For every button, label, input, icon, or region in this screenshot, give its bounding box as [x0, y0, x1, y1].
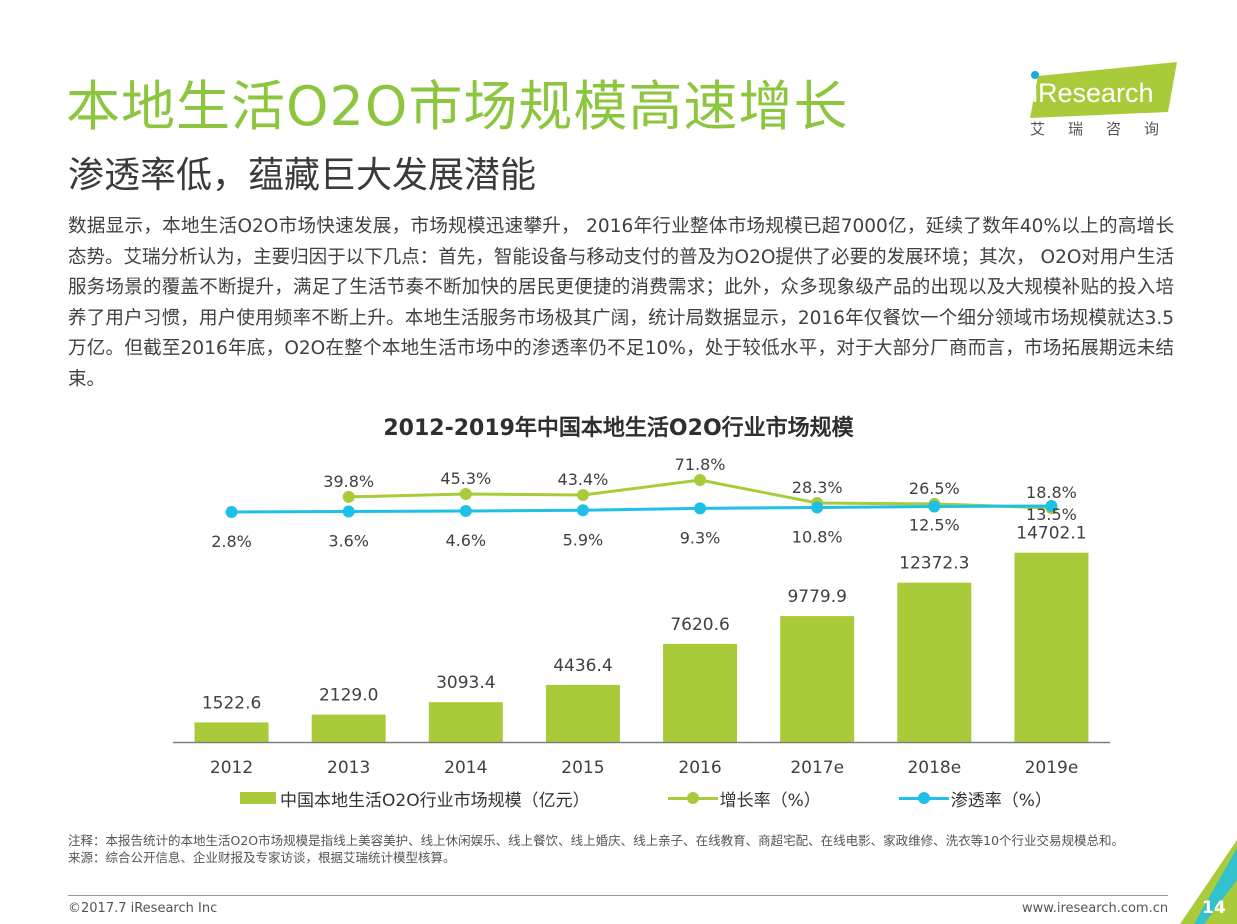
growth-label-2015: 43.4%	[558, 470, 609, 489]
penetration-label-2013: 3.6%	[328, 532, 369, 551]
bar-2015	[545, 684, 620, 742]
penetration-label-2014: 4.6%	[445, 531, 486, 550]
penetration-point-2015	[576, 504, 589, 517]
bar-label-2017e: 9779.9	[787, 587, 846, 607]
growth-label-2014: 45.3%	[440, 469, 491, 488]
bar-label-2016: 7620.6	[670, 615, 729, 635]
penetration-label-2016: 9.3%	[680, 528, 721, 547]
growth-point-2013	[342, 490, 355, 503]
penetration-label-2019e: 13.5%	[1026, 505, 1077, 524]
legend-label-growth: 增长率（%）	[719, 790, 821, 811]
bar-2012	[194, 722, 269, 742]
penetration-point-2018e	[928, 500, 941, 513]
x-tick-2013: 2013	[327, 758, 370, 778]
bar-2018e	[897, 582, 972, 742]
bar-label-2019e: 14702.1	[1016, 524, 1086, 544]
footer-copyright: ©2017.7 iResearch Inc	[68, 901, 218, 916]
body-paragraph: 数据显示，本地生活O2O市场快速发展，市场规模迅速攀升， 2016年行业整体市场…	[68, 216, 1174, 390]
legend-growth-swatch	[667, 790, 718, 806]
growth-label-2019e: 18.8%	[1026, 483, 1077, 502]
penetration-label-2018e: 12.5%	[909, 516, 960, 535]
penetration-label-2017e: 10.8%	[792, 528, 843, 547]
corner-decoration	[1180, 840, 1237, 924]
bar-label-2012: 1522.6	[202, 693, 261, 713]
bar-2017e	[780, 616, 855, 742]
bar-2016	[663, 643, 738, 742]
legend-bar-swatch	[240, 792, 276, 804]
footer-url[interactable]: www.iresearch.com.cn	[1022, 901, 1169, 916]
growth-point-2014	[459, 488, 472, 500]
x-tick-2017e: 2017e	[790, 758, 844, 778]
bar-2014	[428, 702, 503, 742]
legend-label-penetration: 渗透率（%）	[950, 790, 1052, 811]
page-number: 14	[1202, 898, 1226, 918]
penetration-point-2013	[342, 505, 355, 518]
bar-label-2014: 3093.4	[436, 673, 495, 693]
logo-brand-text: iResearch	[1032, 78, 1154, 108]
legend-label-market-size: 中国本地生活O2O行业市场规模（亿元）	[280, 790, 590, 811]
penetration-point-2012	[225, 506, 238, 518]
legend-item-market-size: 中国本地生活O2O行业市场规模（亿元）	[240, 786, 590, 811]
penetration-point-2019e	[1045, 500, 1058, 512]
penetration-label-2012: 2.8%	[211, 532, 252, 551]
bar-2019e	[1014, 552, 1089, 742]
growth-point-2016	[694, 474, 707, 486]
iresearch-logo: iResearch	[1030, 62, 1177, 118]
growth-label-2017e: 28.3%	[792, 478, 843, 497]
logo-brand-cn: 艾瑞咨询	[1030, 120, 1183, 138]
growth-label-2016: 71.8%	[675, 455, 726, 474]
bar-2013	[311, 714, 386, 742]
page-subtitle: 渗透率低，蕴藏巨大发展潜能	[68, 155, 537, 196]
footer-divider	[68, 895, 1168, 896]
penetration-line	[231, 504, 1052, 514]
penetration-point-2016	[694, 502, 707, 515]
penetration-label-2015: 5.9%	[563, 530, 604, 549]
note-text: 注释：本报告统计的本地生活O2O市场规模是指线上美容美护、线上休闲娱乐、线上餐饮…	[68, 833, 1125, 848]
bar-label-2015: 4436.4	[553, 656, 612, 676]
x-tick-2012: 2012	[210, 758, 253, 778]
x-tick-2019e: 2019e	[1025, 758, 1079, 778]
legend-item-growth: 增长率（%）	[667, 786, 821, 811]
x-tick-2018e: 2018e	[907, 758, 961, 778]
chart-title: 2012-2019年中国本地生活O2O行业市场规模	[383, 416, 854, 441]
x-tick-2014: 2014	[444, 758, 487, 778]
growth-label-2013: 39.8%	[323, 472, 374, 491]
page-title: 本地生活O2O市场规模高速增长	[66, 75, 849, 138]
penetration-point-2014	[459, 504, 472, 517]
x-tick-2016: 2016	[678, 758, 721, 778]
chart-legend: 中国本地生活O2O行业市场规模（亿元） 增长率（%） 渗透率（%）	[240, 786, 1130, 811]
growth-label-2018e: 26.5%	[909, 479, 960, 498]
growth-point-2015	[576, 489, 589, 502]
source-text: 来源：综合公开信息、企业财报及专家访谈，根据艾瑞统计模型核算。	[68, 850, 456, 865]
legend-item-penetration: 渗透率（%）	[898, 786, 1052, 811]
x-tick-2015: 2015	[561, 758, 604, 778]
bar-label-2013: 2129.0	[319, 686, 378, 706]
penetration-point-2017e	[811, 501, 824, 514]
chart-notes: 注释：本报告统计的本地生活O2O市场规模是指线上美容美护、线上休闲娱乐、线上餐饮…	[68, 832, 1178, 866]
legend-penetration-swatch	[898, 790, 949, 806]
bar-label-2018e: 12372.3	[899, 554, 969, 574]
market-size-chart: 1522.6 2129.0 3093.4 4436.4 7620.6 9779.9 1237…	[173, 455, 1110, 778]
